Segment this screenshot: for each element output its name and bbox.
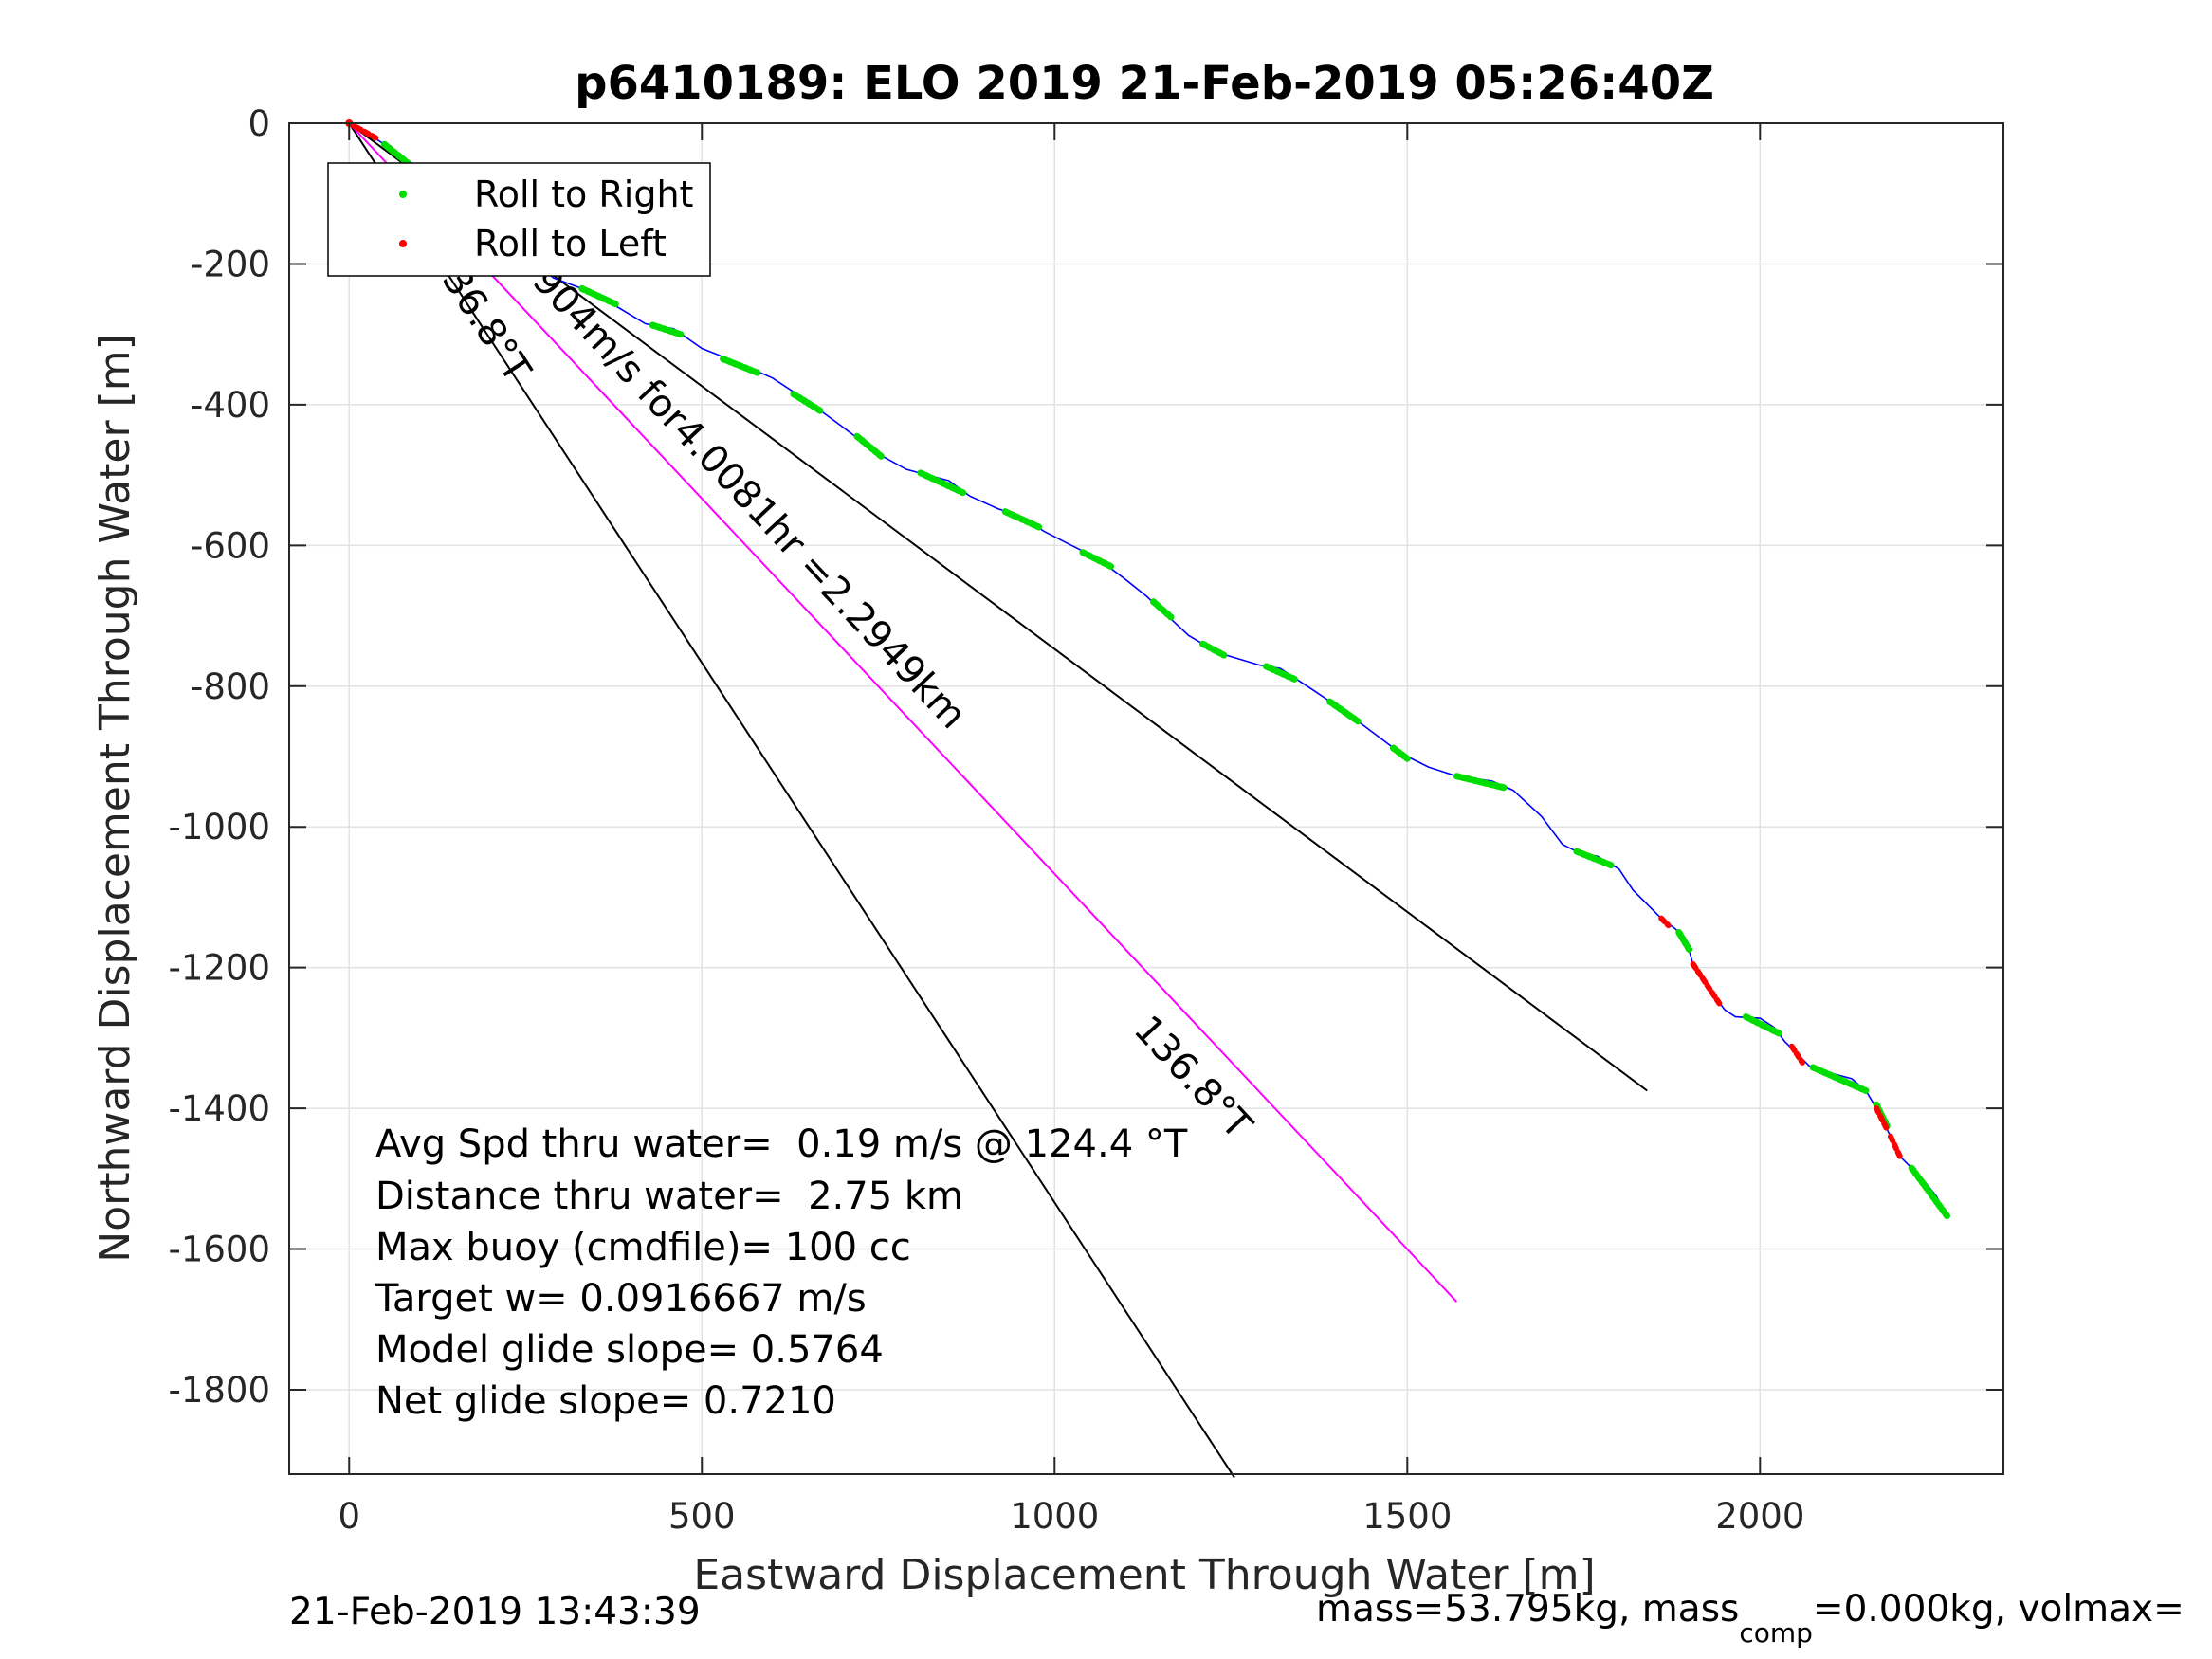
roll-right-segment bbox=[1742, 1013, 1785, 1038]
reference-lines bbox=[348, 122, 1648, 1479]
roll-right-segment bbox=[1001, 508, 1044, 532]
roll-right-segment bbox=[1199, 640, 1228, 659]
roll-right-segment bbox=[1149, 598, 1175, 621]
annotation-block: Avg Spd thru water= 0.19 m/s @ 124.4 °T … bbox=[375, 1122, 1188, 1423]
x-tick-label: 2000 bbox=[1715, 1496, 1804, 1537]
y-axis-label: Northward Displacement Through Water [m] bbox=[91, 334, 139, 1262]
ticks: 0 500 1000 1500 2000 0 -200 -400 -600 -800 -1000 -1… bbox=[168, 103, 2003, 1537]
y-tick-label: -600 bbox=[191, 525, 270, 566]
x-tick-label: 500 bbox=[668, 1496, 736, 1537]
line-heading bbox=[348, 122, 1235, 1479]
footer-mass: mass=53.795kg, masscomp=0.000kg, volmax= bbox=[1316, 1588, 2185, 1649]
line-net bbox=[348, 122, 1648, 1092]
y-tick-label: -1200 bbox=[168, 948, 270, 989]
roll-right-segment bbox=[1675, 929, 1693, 954]
roll-right-segment bbox=[720, 356, 762, 376]
line-current bbox=[348, 122, 1458, 1303]
roll-right-segment bbox=[1809, 1064, 1870, 1095]
x-tick-label: 0 bbox=[338, 1496, 360, 1537]
grid bbox=[289, 122, 2003, 1474]
annotation-avg-speed: Avg Spd thru water= 0.19 m/s @ 124.4 °T bbox=[375, 1122, 1188, 1166]
y-tick-label: -1400 bbox=[168, 1088, 270, 1129]
x-axis-label: Eastward Displacement Through Water [m] bbox=[693, 1551, 1595, 1599]
roll-right-segment bbox=[917, 469, 967, 497]
roll-right-segment bbox=[1573, 848, 1616, 869]
y-tick-label: -400 bbox=[191, 385, 270, 426]
footer-timestamp: 21-Feb-2019 13:43:39 bbox=[289, 1591, 701, 1633]
roll-left-segment bbox=[1788, 1043, 1805, 1066]
roll-right-segment bbox=[1389, 744, 1411, 762]
axes-box bbox=[288, 122, 2004, 1475]
footer-mass-prefix: mass=53.795kg, mass bbox=[1316, 1588, 1739, 1631]
annotation-target-w: Target w= 0.0916667 m/s bbox=[375, 1277, 867, 1321]
roll-left-segment bbox=[1874, 1105, 1891, 1133]
legend-label-roll-left: Roll to Left bbox=[474, 223, 667, 264]
roll-left-segment bbox=[1658, 915, 1672, 929]
roll-right-segment bbox=[649, 321, 685, 338]
y-tick-label: -800 bbox=[191, 666, 270, 707]
y-tick-label: 0 bbox=[247, 103, 270, 144]
y-tick-label: -200 bbox=[191, 244, 270, 284]
roll-right-segment bbox=[1325, 698, 1362, 725]
annotation-max-buoy: Max buoy (cmdfile)= 100 cc bbox=[375, 1226, 911, 1269]
x-tick-label: 1500 bbox=[1362, 1496, 1452, 1537]
legend-label-roll-right: Roll to Right bbox=[474, 173, 693, 215]
roll-right-segment bbox=[1453, 773, 1509, 792]
annotation-net-glide: Net glide slope= 0.7210 bbox=[375, 1379, 836, 1423]
y-tick-label: -1600 bbox=[168, 1230, 270, 1270]
roll-right-segment bbox=[578, 284, 621, 308]
y-tick-label: -1800 bbox=[168, 1370, 270, 1411]
chart-title: p6410189: ELO 2019 21-Feb-2019 05:26:40Z bbox=[575, 57, 1714, 110]
roll-right-segment bbox=[1079, 549, 1115, 571]
roll-right-segment bbox=[790, 391, 826, 415]
x-tick-label: 1000 bbox=[1010, 1496, 1099, 1537]
roll-right-segment bbox=[1262, 663, 1298, 683]
legend-marker-roll-right bbox=[399, 191, 407, 198]
roll-left-segment bbox=[1887, 1133, 1905, 1162]
roll-right-segment bbox=[853, 432, 886, 461]
roll-left-segment bbox=[346, 120, 381, 142]
legend-box bbox=[327, 162, 711, 277]
y-tick-label: -1000 bbox=[168, 807, 270, 848]
roll-right-segment bbox=[1908, 1164, 1950, 1220]
legend: Roll to Right Roll to Left bbox=[327, 162, 711, 277]
footer-mass-sub: comp bbox=[1739, 1617, 1813, 1649]
roll-left-segment bbox=[1690, 960, 1725, 1010]
legend-marker-roll-left bbox=[399, 240, 407, 247]
annotation-model-glide: Model glide slope= 0.5764 bbox=[375, 1328, 884, 1372]
footer-mass-suffix: =0.000kg, volmax= bbox=[1813, 1588, 2185, 1631]
annotation-distance: Distance thru water= 2.75 km bbox=[375, 1175, 963, 1218]
